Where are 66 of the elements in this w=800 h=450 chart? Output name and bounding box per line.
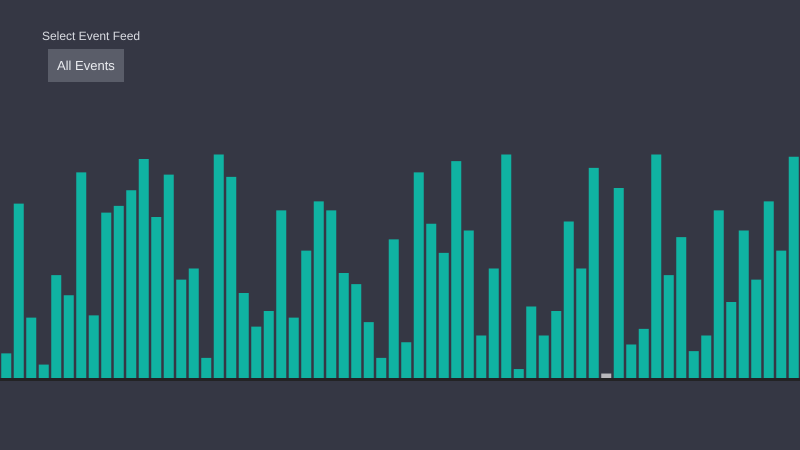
- bar: [426, 224, 436, 378]
- bar: [788, 156, 799, 378]
- bar: [101, 212, 112, 378]
- bar: [614, 188, 624, 378]
- bar: [488, 268, 499, 378]
- bar: [226, 176, 236, 378]
- bar: [326, 210, 336, 378]
- bar: [214, 154, 224, 378]
- bar: [526, 306, 536, 378]
- bar: [626, 344, 636, 378]
- bar: [514, 369, 524, 378]
- bar: [76, 172, 86, 378]
- bar: [1, 353, 12, 378]
- text: All Events: [57, 58, 116, 73]
- bar: [551, 310, 562, 378]
- bar: [176, 280, 186, 378]
- bar: [726, 302, 736, 378]
- bar: [738, 230, 749, 378]
- bar: [501, 154, 512, 378]
- bar: [188, 268, 199, 378]
- bar: [651, 154, 662, 378]
- bar: [314, 201, 324, 378]
- bar: [464, 230, 474, 378]
- bar: [564, 222, 574, 378]
- bar: [338, 272, 349, 378]
- text: Select Event Feed: [42, 29, 140, 43]
- bar: [576, 268, 586, 378]
- bar: [676, 237, 686, 378]
- bar: [701, 336, 712, 378]
- bar: [376, 358, 386, 378]
- bar: [438, 252, 449, 378]
- bar: [276, 210, 286, 378]
- bar: [388, 239, 399, 378]
- bar: [714, 210, 724, 378]
- bar: [364, 322, 374, 378]
- bar: [751, 280, 762, 378]
- bar: [126, 190, 136, 378]
- bar: [264, 310, 274, 378]
- bar: [201, 358, 212, 378]
- bar: [414, 172, 424, 378]
- bar: [301, 250, 312, 378]
- bar: [776, 250, 786, 378]
- bar: [476, 336, 486, 378]
- bar: [238, 293, 249, 378]
- bar: [451, 161, 462, 378]
- bar: [114, 206, 124, 378]
- bar: [51, 275, 62, 378]
- bar: [14, 204, 24, 378]
- bar: [288, 318, 299, 378]
- bar: [64, 295, 74, 378]
- bar: [251, 326, 262, 378]
- bar: [401, 342, 412, 378]
- bar: [26, 318, 36, 378]
- bar: [688, 351, 699, 378]
- bar: [38, 364, 49, 378]
- bar: [538, 336, 549, 378]
- bar: [351, 284, 362, 378]
- bar: [588, 168, 599, 378]
- bar: [88, 315, 99, 378]
- bar: [764, 201, 774, 378]
- bar: [164, 174, 174, 378]
- bar: [601, 374, 612, 378]
- bar: [138, 158, 149, 378]
- bar: [664, 275, 674, 378]
- bar: [151, 217, 162, 378]
- bar: [638, 328, 649, 378]
